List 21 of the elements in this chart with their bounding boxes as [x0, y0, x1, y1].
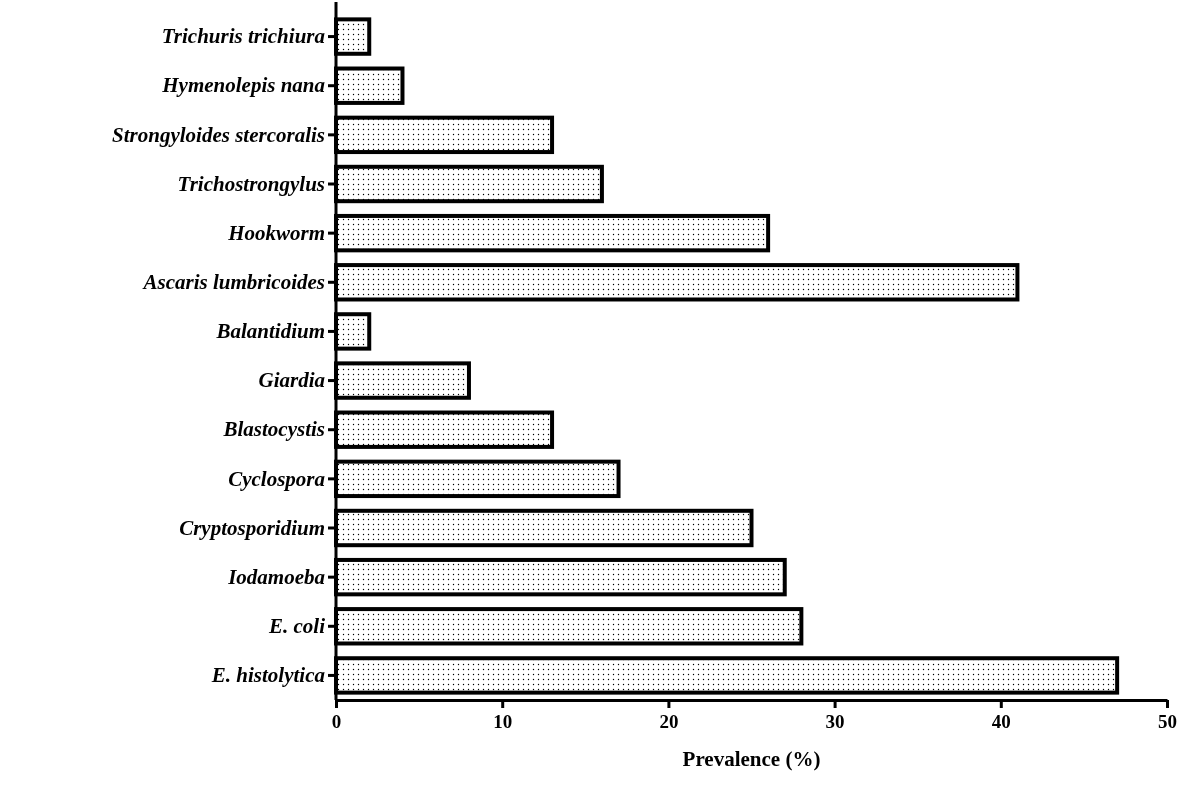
y-tick-label: Trichostrongylus: [177, 171, 325, 196]
y-tick-label: Strongyloides stercoralis: [112, 122, 325, 147]
y-tick-label: Trichuris trichiura: [161, 24, 325, 49]
x-axis-title: Prevalence (%): [682, 747, 821, 771]
y-tick-label: Balantidium: [215, 319, 325, 344]
y-tick-label: Blastocystis: [222, 417, 325, 442]
x-tick-label: 10: [493, 711, 513, 733]
x-tick-label: 40: [991, 711, 1011, 733]
y-tick-label: Hookworm: [227, 220, 325, 245]
y-tick-label: Hymenolepis nana: [161, 73, 325, 98]
y-tick-label: Cryptosporidium: [179, 515, 325, 540]
x-tick-label: 20: [659, 711, 679, 733]
y-tick-label: E. coli: [268, 614, 326, 639]
x-tick-label: 50: [1158, 711, 1177, 733]
x-tick-label: 0: [331, 711, 342, 733]
y-tick-label: Ascaris lumbricoides: [141, 270, 325, 295]
y-tick-label: Cyclospora: [228, 466, 325, 491]
y-tick-label: E. histolytica: [210, 663, 325, 688]
y-tick-label: Iodamoeba: [227, 564, 325, 589]
x-tick-label: 30: [825, 711, 845, 733]
y-tick-label: Giardia: [258, 368, 325, 393]
